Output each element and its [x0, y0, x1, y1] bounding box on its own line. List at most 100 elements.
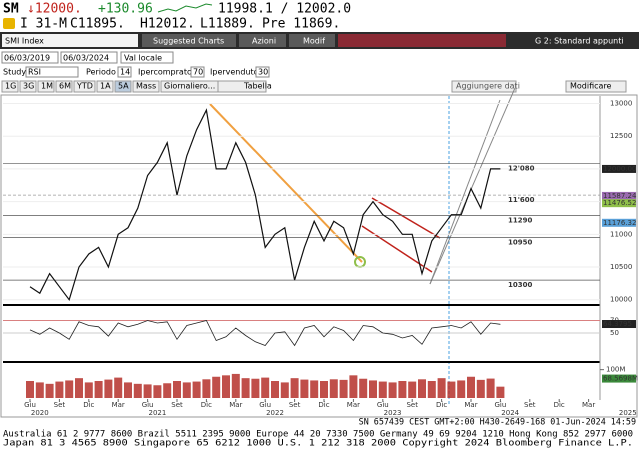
oversold: 30 — [258, 68, 268, 77]
volume-bar — [329, 379, 338, 398]
volume-bar — [182, 382, 191, 398]
x-tick-label: Set — [524, 401, 536, 409]
x-tick-label: Set — [54, 401, 66, 409]
volume-bar — [359, 378, 368, 398]
volume-bar — [45, 383, 54, 398]
menu-label: Azioni — [252, 37, 276, 46]
range-label: 6M — [59, 82, 71, 91]
modify-button[interactable] — [565, 80, 627, 93]
volume-bar — [496, 386, 505, 398]
x-tick-label: Giu — [142, 401, 154, 409]
rsi-tag-label: 64.3795 — [603, 320, 632, 328]
page-label[interactable]: G 2: Standard appunti — [535, 37, 624, 46]
range-button[interactable] — [96, 80, 114, 93]
volume-bar — [231, 373, 240, 398]
study: RSI — [28, 68, 41, 77]
volume-bar — [427, 381, 436, 398]
close: C11895. — [70, 17, 125, 32]
x-tick-label: Mar — [347, 401, 360, 409]
security-input[interactable] — [2, 34, 138, 47]
x-tick-label: Set — [289, 401, 301, 409]
volume-bar — [437, 378, 446, 398]
menu-button[interactable] — [142, 34, 236, 47]
previous: Pre 11869. — [262, 17, 340, 32]
overbought-input[interactable] — [190, 66, 205, 78]
fan-line — [429, 99, 501, 285]
volume-bar — [55, 381, 64, 398]
news-icon[interactable] — [3, 18, 15, 29]
y-tick-label: 13000 — [610, 100, 632, 108]
overbought-label: Ipercomprato — [138, 68, 192, 77]
volume-bar — [84, 382, 93, 398]
price-line — [29, 108, 501, 302]
security: SMI Index — [5, 37, 44, 46]
table-button[interactable] — [217, 80, 267, 93]
volume-bar — [251, 378, 260, 398]
date-input[interactable] — [1, 51, 59, 64]
range-button[interactable] — [55, 80, 73, 93]
x-tick-label: Giu — [259, 401, 271, 409]
quote-time: I 31-M — [20, 17, 67, 32]
volume-bar — [378, 381, 387, 398]
range-label: Giornaliero... — [164, 82, 215, 91]
x-tick-label: Giu — [494, 401, 506, 409]
oversold-input[interactable] — [255, 66, 270, 78]
menu-button[interactable] — [239, 34, 286, 47]
fan-line — [429, 87, 516, 285]
volume-bar — [476, 379, 485, 398]
x-tick-label: Mar — [464, 401, 477, 409]
sparkline — [157, 3, 213, 13]
range-button[interactable] — [37, 80, 55, 93]
volume-bar — [369, 380, 377, 398]
price-tag — [602, 199, 636, 208]
volume-bar — [486, 378, 495, 398]
x-tick-label: Mar — [229, 401, 242, 409]
range-label: 1M — [41, 82, 53, 91]
volume-bar — [271, 381, 279, 398]
volume-bar — [94, 381, 103, 398]
year-label: 2022 — [266, 409, 284, 417]
currency-select[interactable] — [120, 51, 174, 64]
price-tag-label: 12000.00 — [603, 165, 636, 173]
volume-bar — [408, 381, 417, 398]
price-tag — [602, 191, 636, 200]
add-data-button[interactable] — [451, 80, 517, 93]
volume-bar — [173, 381, 181, 398]
start-date: 06/03/2019 — [4, 54, 50, 63]
volume-bar — [388, 382, 397, 398]
range-button[interactable] — [114, 80, 132, 93]
study-select[interactable] — [25, 66, 79, 78]
volume-bar — [290, 378, 299, 398]
menu-button[interactable] — [289, 34, 335, 47]
channel-line — [371, 197, 441, 239]
volume-bar — [280, 382, 289, 398]
range-label: 5A — [118, 82, 129, 91]
level-label: 12'080 — [508, 165, 535, 173]
high: H12012. — [140, 17, 195, 32]
session-info: SN 657439 CEST GMT+2:00 H430-2649-168 01… — [359, 417, 636, 427]
range-button[interactable] — [73, 80, 96, 93]
volume-bar — [467, 376, 475, 398]
range-label: Mass — [136, 82, 156, 91]
volume-bar — [261, 377, 270, 398]
volume-bar — [104, 379, 113, 398]
y-tick-label: 50 — [610, 329, 619, 337]
period-input[interactable] — [117, 66, 132, 78]
volume-bar — [124, 382, 132, 398]
year-label: 2024 — [501, 409, 519, 417]
range-button[interactable] — [19, 80, 37, 93]
range-button[interactable] — [1, 80, 19, 93]
bid-ask: 11998.1 / 12002.0 — [218, 2, 351, 17]
add-data-label: Aggiungere dati — [456, 82, 520, 91]
menu-label: Modif — [303, 37, 325, 46]
end-date: 06/03/2024 — [63, 54, 109, 63]
volume-tag — [602, 374, 636, 383]
x-tick-label: Set — [171, 401, 183, 409]
x-tick-label: Dic — [436, 401, 447, 409]
y-tick-label: 10500 — [610, 263, 632, 271]
date-input[interactable] — [60, 51, 118, 64]
x-tick-label: Giu — [24, 401, 36, 409]
range-button[interactable] — [132, 80, 160, 93]
volume-bar — [300, 379, 309, 398]
